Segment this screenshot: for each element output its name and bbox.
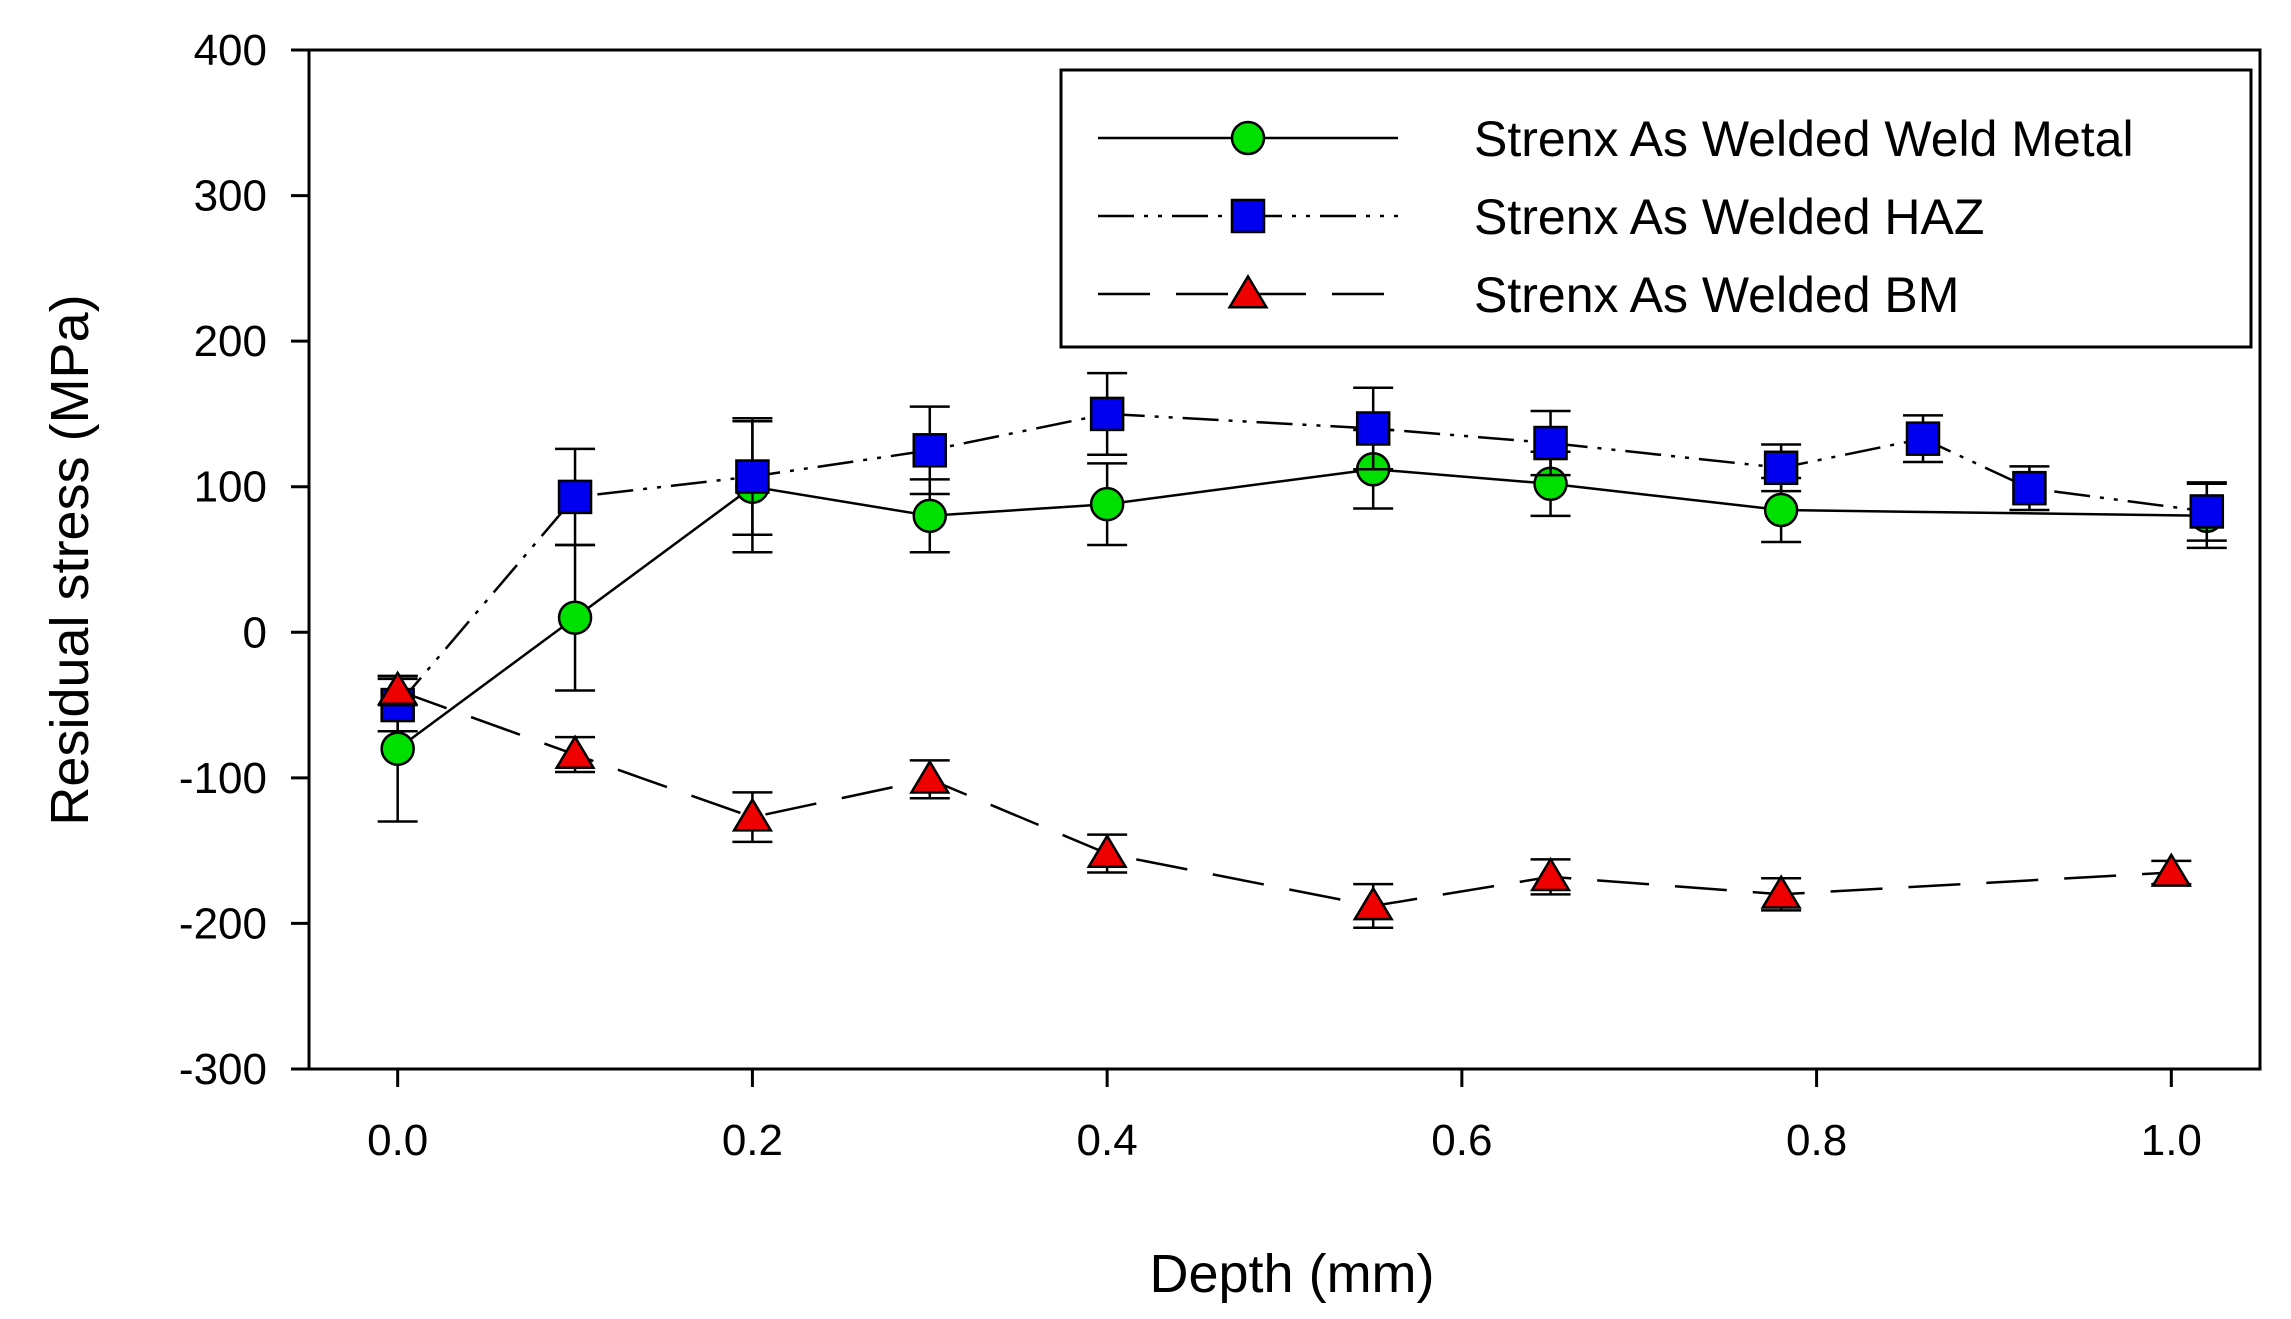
data-point-triangle <box>909 759 951 794</box>
x-tick-label: 0.4 <box>1077 1116 1138 1165</box>
series-line <box>396 412 2207 706</box>
x-tick-label: 0.6 <box>1431 1116 1492 1165</box>
x-tick-label: 1.0 <box>2141 1116 2202 1165</box>
data-point-square <box>1905 421 1941 456</box>
data-point-triangle <box>1086 833 1128 869</box>
data-point-square <box>1533 425 1568 461</box>
y-tick-label: 200 <box>194 317 267 366</box>
data-point-square <box>2189 494 2225 529</box>
series-square <box>377 371 2227 733</box>
plot-area-frame <box>307 48 2262 1071</box>
legend-marker <box>1230 198 1266 234</box>
y-axis: -300 -200 -100 0 100 200 300 400 <box>179 26 309 1094</box>
data-point-circle <box>380 731 415 766</box>
data-point-circle <box>557 600 593 635</box>
data-point-triangle <box>1529 856 1572 892</box>
series-line <box>397 689 2172 908</box>
data-point-triangle <box>2150 852 2192 887</box>
data-point-triangle <box>377 670 419 705</box>
x-tick-label: 0.0 <box>367 1116 428 1165</box>
series-triangle <box>377 670 2192 930</box>
y-tick-label: 300 <box>194 172 267 221</box>
series-line <box>396 467 2207 750</box>
data-point-triangle <box>554 734 596 770</box>
x-tick-label: 0.2 <box>722 1116 783 1165</box>
legend-label: Strenx As Welded HAZ <box>1474 189 1984 245</box>
data-point-square <box>1763 450 1799 486</box>
data-point-square <box>1089 396 1125 432</box>
y-tick-label: -100 <box>179 754 267 803</box>
data-point-circle <box>1763 492 1799 528</box>
data-point-circle <box>912 498 948 534</box>
data-point-square <box>2012 470 2047 506</box>
y-tick-label: -200 <box>179 899 267 948</box>
data-point-triangle <box>1760 874 1802 909</box>
legend-entry: Strenx As Welded BM <box>1098 267 1959 323</box>
legend-entry: Strenx As Welded Weld Metal <box>1098 111 2134 167</box>
data-point-triangle <box>731 797 774 832</box>
legend-marker <box>1230 120 1266 156</box>
y-tick-label: 100 <box>194 463 267 512</box>
y-axis-label: Residual stress (MPa) <box>40 294 100 825</box>
data-point-square <box>912 433 948 468</box>
x-axis: 0.0 0.2 0.4 0.6 0.8 1.0 <box>367 1069 2202 1165</box>
x-tick-label: 0.8 <box>1786 1116 1847 1165</box>
y-tick-label: 400 <box>194 26 267 75</box>
x-axis-label: Depth (mm) <box>1149 1244 1434 1304</box>
legend: Strenx As Welded Weld Metal Strenx As Wel… <box>1059 68 2253 349</box>
series-layer <box>377 371 2227 930</box>
data-point-square <box>735 459 770 494</box>
legend-marker <box>1227 273 1269 309</box>
legend-label: Strenx As Welded BM <box>1474 267 1959 323</box>
y-tick-label: -300 <box>179 1045 267 1094</box>
data-point-triangle <box>1352 885 1394 921</box>
data-point-circle <box>1089 486 1125 522</box>
legend-entry: Strenx As Welded HAZ <box>1098 189 1984 245</box>
data-point-square <box>1355 411 1391 446</box>
data-point-square <box>557 479 593 515</box>
series-circle <box>377 419 2227 823</box>
y-tick-label: 0 <box>243 608 267 657</box>
legend-label: Strenx As Welded Weld Metal <box>1474 111 2134 167</box>
